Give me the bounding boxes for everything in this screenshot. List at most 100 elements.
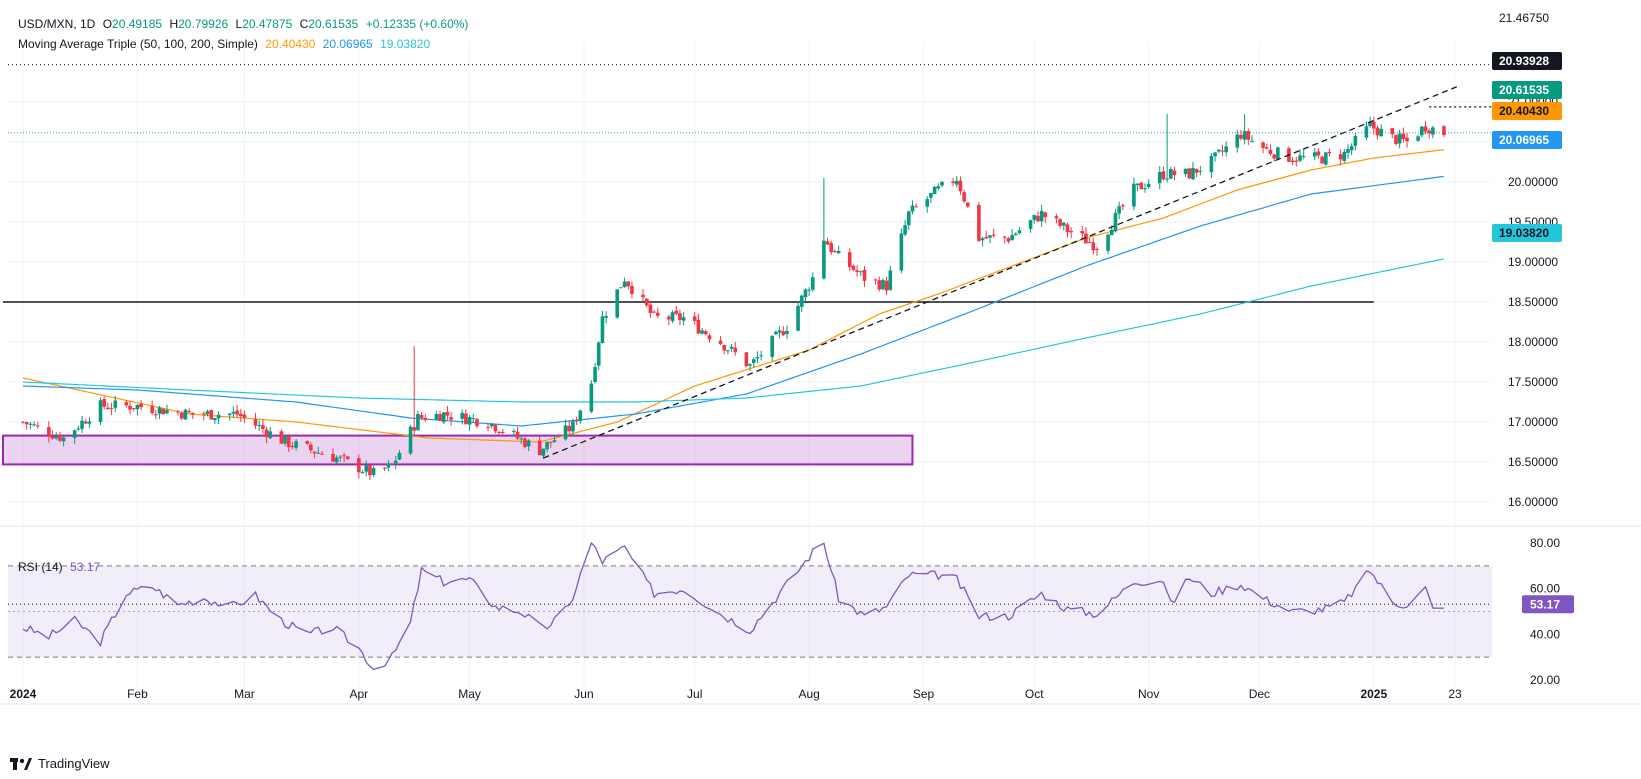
candle-body: [1014, 233, 1018, 236]
candle: [962, 189, 966, 204]
candle-body: [873, 279, 878, 281]
candle: [441, 411, 446, 425]
candle: [1216, 148, 1221, 154]
candle: [1084, 227, 1088, 244]
candle-body: [1032, 215, 1037, 220]
candle-body: [364, 465, 369, 472]
tradingview-logo[interactable]: TradingView: [10, 756, 110, 771]
candle: [1187, 167, 1192, 179]
candle: [1194, 168, 1199, 177]
price-label-bg-plain: [1492, 9, 1562, 27]
rsi-title[interactable]: RSI (14): [18, 560, 63, 574]
candle: [822, 178, 826, 280]
candle-body: [1423, 126, 1428, 132]
x-tick-label: Mar: [234, 687, 255, 701]
candle: [412, 346, 417, 437]
candle: [799, 294, 804, 313]
candle: [257, 420, 262, 431]
candle-body: [988, 235, 992, 238]
candle: [703, 329, 708, 336]
ma-title[interactable]: Moving Average Triple (50, 100, 200, Sim…: [18, 37, 258, 51]
candle: [1342, 148, 1347, 164]
symbol-label[interactable]: USD/MXN, 1D: [18, 17, 96, 31]
y-tick-label: 17.50000: [1508, 375, 1558, 389]
candle: [98, 397, 103, 426]
candle-body: [966, 202, 970, 207]
candle: [21, 421, 25, 424]
candle: [700, 327, 704, 335]
candle: [1239, 129, 1243, 141]
candle-body: [700, 330, 704, 334]
rsi-legend-value: 53.17: [70, 560, 101, 574]
candle: [109, 402, 114, 416]
candle-body: [751, 359, 756, 364]
candle: [925, 196, 930, 213]
candle: [1087, 237, 1092, 244]
price-label-up: 20.61535: [1499, 83, 1549, 97]
candle: [1183, 168, 1188, 178]
candle-body: [1324, 152, 1328, 165]
candle-body: [460, 412, 464, 419]
low-value: 20.47875: [242, 17, 293, 31]
x-tick-label: 2025: [1360, 687, 1387, 701]
candle-body: [1338, 154, 1343, 160]
candle-body: [135, 404, 140, 410]
candle: [1375, 125, 1380, 140]
candle-body: [21, 421, 25, 423]
candle: [393, 455, 398, 470]
candle: [416, 410, 420, 431]
x-tick-label: Nov: [1138, 687, 1159, 701]
close-label: C: [299, 17, 309, 31]
candle-body: [334, 457, 339, 463]
candle-body: [434, 414, 439, 420]
candle: [541, 448, 546, 459]
candle-body: [977, 204, 981, 241]
candle-body: [958, 180, 963, 192]
candle-body: [1264, 147, 1269, 149]
candle-body: [1069, 230, 1073, 233]
candle: [681, 312, 686, 326]
candle-body: [1054, 216, 1059, 219]
candle: [128, 401, 132, 415]
candle: [1135, 183, 1140, 192]
candle: [1301, 149, 1306, 160]
candle-body: [755, 357, 760, 359]
candle-body: [1139, 182, 1144, 190]
candle-body: [1220, 150, 1225, 152]
candle-body: [744, 352, 749, 367]
candle-body: [903, 225, 907, 235]
y-tick-label: 18.50000: [1508, 295, 1558, 309]
candle-body: [286, 435, 291, 448]
candle: [1394, 134, 1398, 146]
candle: [106, 402, 110, 410]
candle-body: [1427, 130, 1431, 134]
candle-body: [419, 415, 424, 418]
candle-body: [545, 441, 549, 450]
candle-body: [357, 458, 361, 473]
candle-body: [1239, 134, 1243, 139]
candle: [150, 400, 154, 415]
candle: [873, 278, 878, 285]
candle-body: [1065, 224, 1070, 232]
candle-body: [515, 431, 520, 439]
candle: [35, 421, 40, 429]
candle-body: [87, 421, 92, 424]
candle: [434, 410, 439, 421]
candle-body: [980, 238, 985, 241]
candle-body: [552, 440, 557, 443]
candle: [567, 419, 572, 436]
candle-body: [707, 335, 712, 340]
chart-legend: USD/MXN, 1D O20.49185 H20.79926 L20.4787…: [18, 17, 472, 31]
candle-body: [681, 317, 686, 321]
candle-body: [1006, 238, 1011, 242]
candle: [1213, 152, 1217, 162]
candle-body: [932, 186, 937, 195]
ma50-line: [22, 149, 1444, 443]
tradingview-icon: [10, 757, 32, 770]
candle-body: [24, 422, 29, 425]
candle-body: [884, 280, 889, 291]
y-tick-label: 16.50000: [1508, 455, 1558, 469]
candle-body: [238, 413, 243, 417]
candle: [1427, 128, 1431, 139]
